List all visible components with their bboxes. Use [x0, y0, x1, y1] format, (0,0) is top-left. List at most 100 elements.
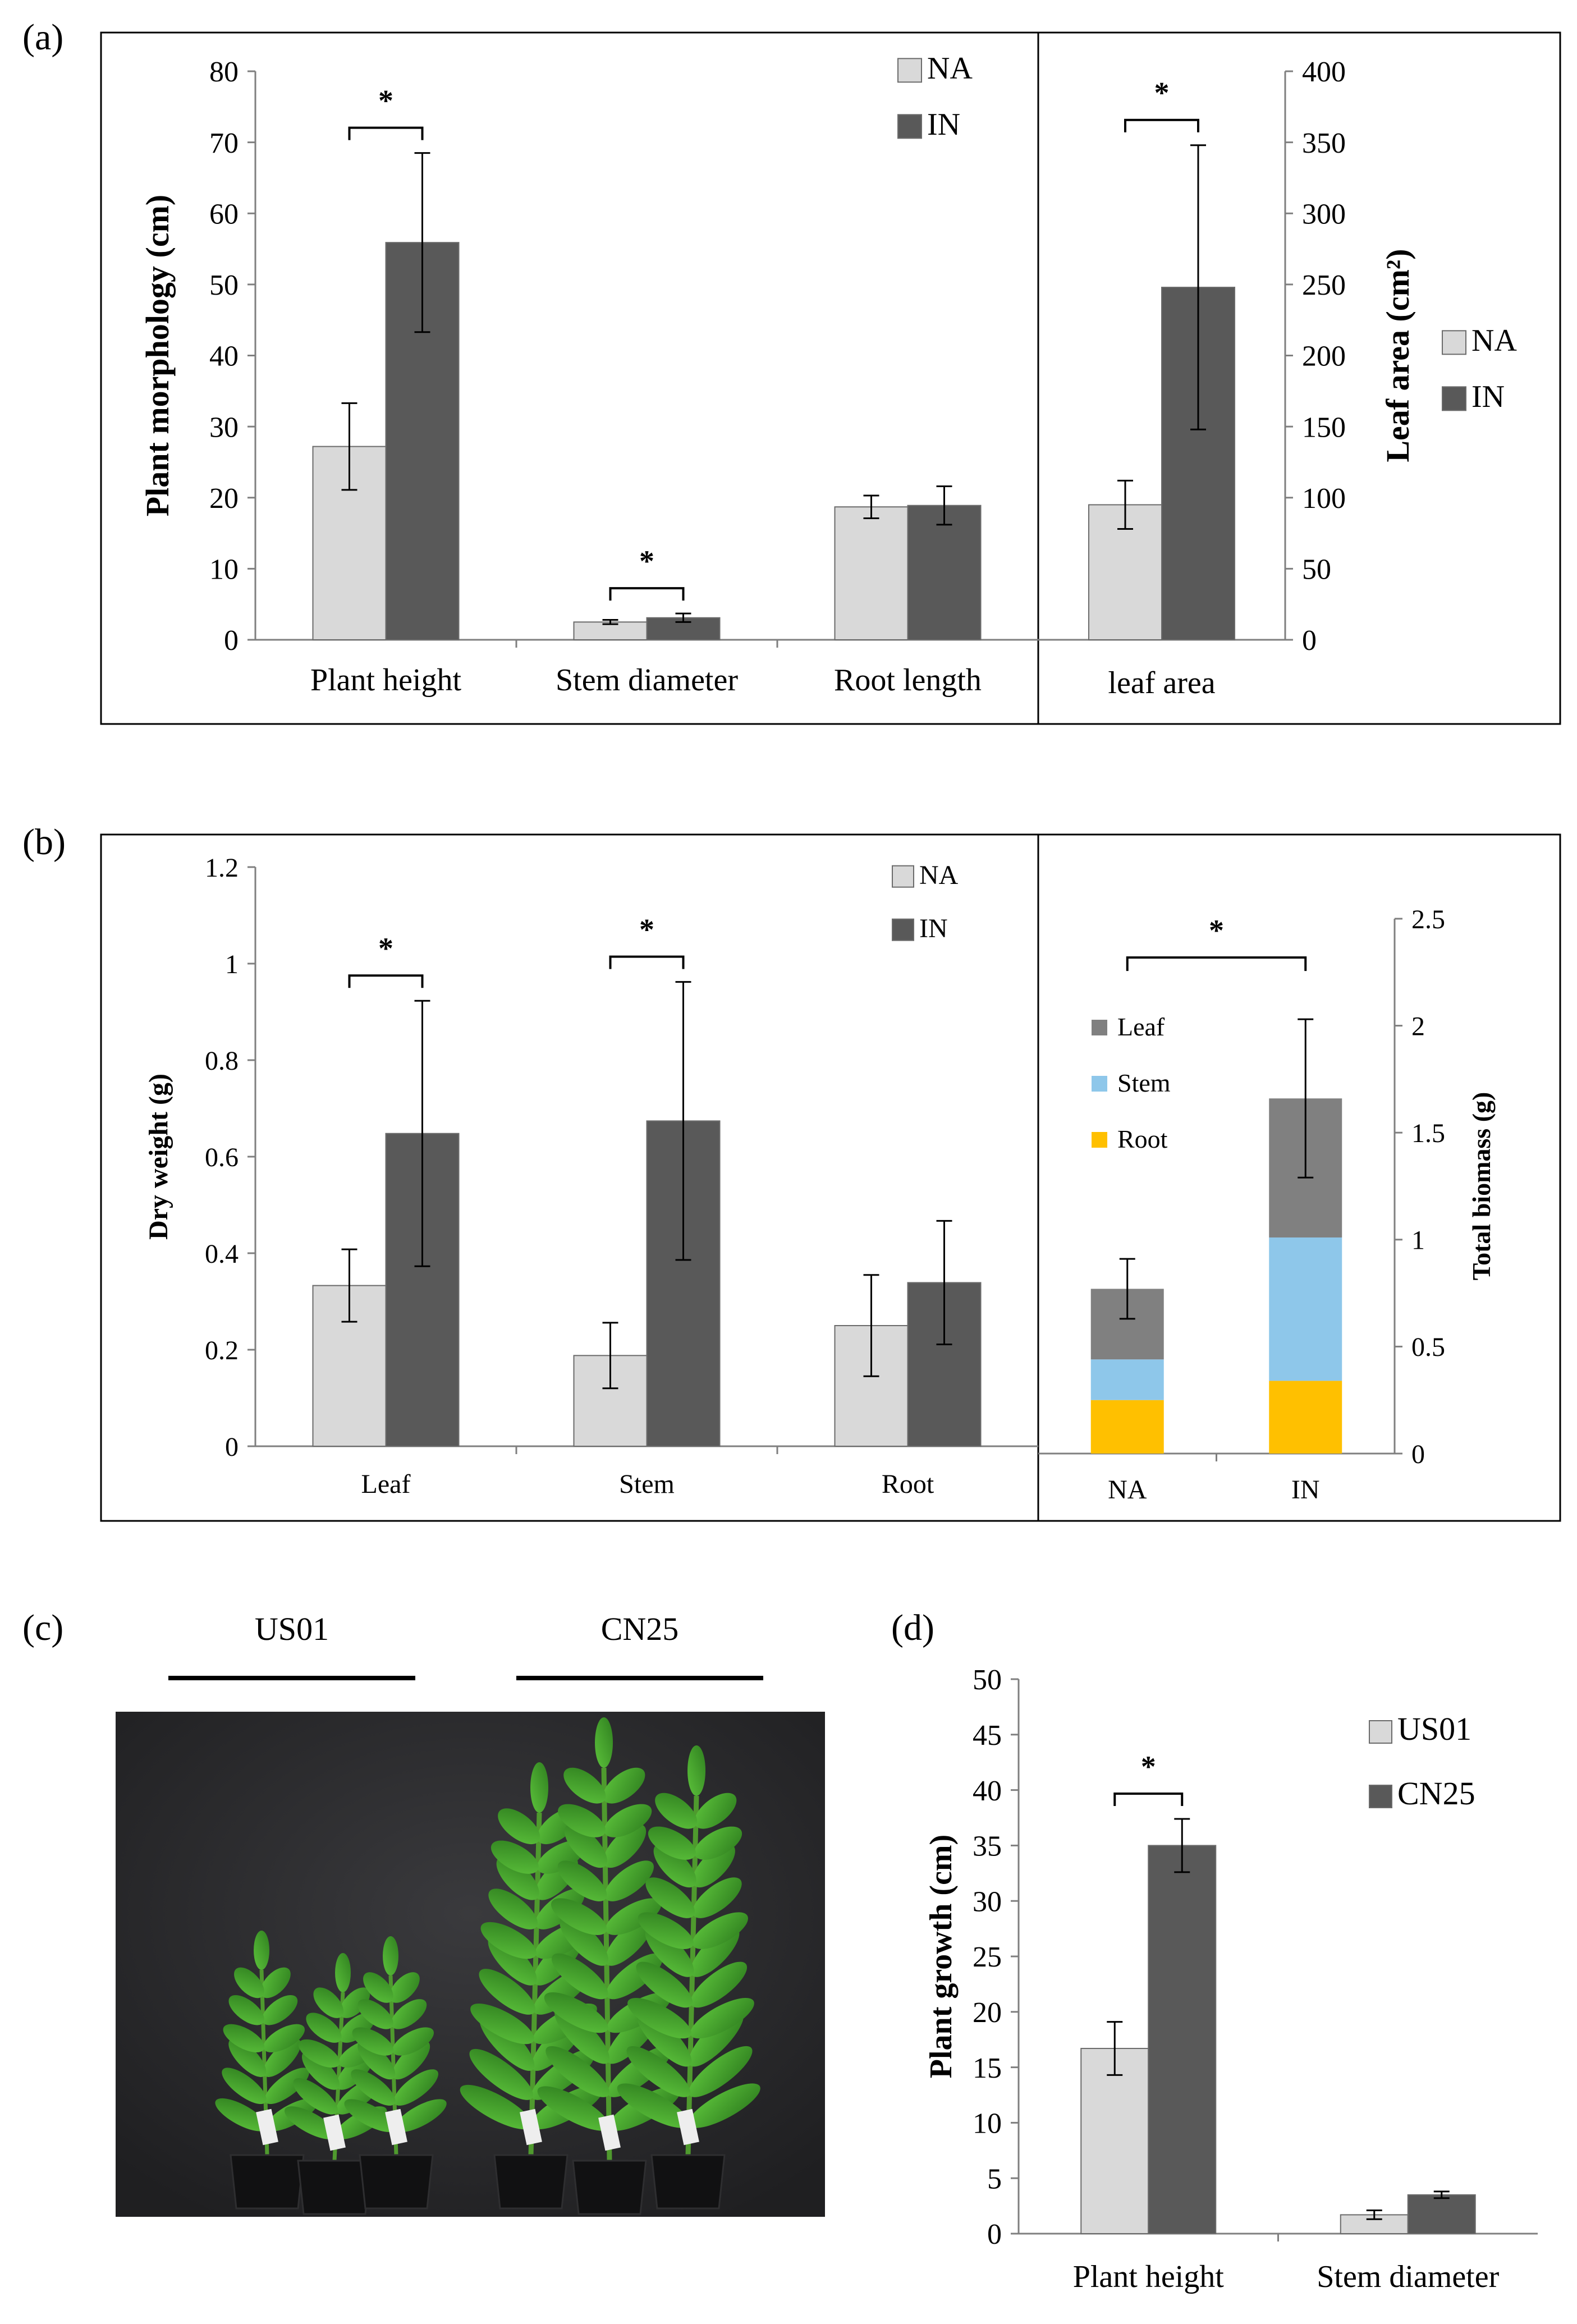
- y-tick-label: 15: [973, 2052, 1002, 2084]
- y-tick-label: 200: [1302, 341, 1346, 373]
- plant-pot: [230, 2154, 305, 2210]
- plant-tag: [598, 2114, 621, 2151]
- leaf-shape: [563, 1767, 606, 1804]
- x-tick-label-stem: Stem: [619, 1469, 675, 1499]
- legend-swatch-stem: [1092, 1076, 1107, 1092]
- leaf-shape: [692, 1912, 748, 1949]
- legend-swatch-us01: [1369, 1720, 1392, 1744]
- leaf-shape: [564, 1824, 607, 1868]
- chart-plant-growth: 0 5 10 15 20 25 30 35 40 45 50 Plant growth (cm) Pla…: [924, 1664, 1538, 2294]
- significance-bracket: [1113, 1792, 1184, 1806]
- y-tick-label: 300: [1302, 198, 1346, 230]
- leaf-shape: [617, 2083, 690, 2128]
- leaf-shape: [694, 1826, 742, 1860]
- photo-group-label-cn25: CN25: [601, 1611, 679, 1647]
- leaf-shape: [655, 1793, 698, 1829]
- legend-label-us01: US01: [1397, 1711, 1471, 1747]
- leaf-shape: [470, 2003, 534, 2045]
- plant-tag: [323, 2114, 346, 2151]
- leaf-shape: [293, 2078, 338, 2115]
- legend-swatch-leaf: [1092, 1020, 1107, 1035]
- y-tick-label: 60: [209, 198, 239, 230]
- leaf-shape: [551, 1898, 607, 1935]
- y-tick-label: 70: [209, 127, 239, 159]
- stack-segment-stem-na: [1090, 1359, 1164, 1400]
- plants: [215, 1717, 760, 2215]
- leaf-shape: [264, 2068, 309, 2105]
- bar-na-root-length: [834, 506, 909, 640]
- leaf-shape: [298, 2039, 340, 2068]
- x-tick-label-stem-diameter: Stem diameter: [556, 663, 738, 698]
- leaf-shape: [545, 2046, 609, 2097]
- leaf-shape: [690, 1997, 754, 2039]
- significance-star: *: [378, 932, 393, 965]
- leaf-shape: [626, 2046, 691, 2097]
- y-tick-label: 5: [987, 2163, 1002, 2195]
- stack-segment-root-in: [1269, 1381, 1342, 1454]
- y-tick-label: 350: [1302, 127, 1346, 159]
- frame-panel-a: [100, 31, 1561, 725]
- leaf-shape: [391, 1999, 427, 2029]
- leaf-shape: [260, 1967, 291, 1998]
- leaf-shape: [558, 1804, 606, 1837]
- leaf-shape: [552, 1953, 608, 2000]
- significance-bracket: [348, 974, 424, 988]
- y-tick-label: 0: [987, 2218, 1002, 2250]
- y-tick-label: 1: [225, 950, 239, 979]
- y-tick-label: 40: [209, 341, 239, 373]
- x-tick-label-root-length: Root length: [834, 663, 982, 698]
- leaf-shape: [363, 1972, 393, 2003]
- leaf-shape: [496, 1857, 539, 1900]
- y-tick-label: 400: [1302, 56, 1346, 88]
- legend-swatch-in: [897, 114, 922, 139]
- leaf-shape: [544, 1992, 608, 2033]
- leaf-shape: [392, 2041, 430, 2080]
- y-tick-label: 0: [224, 625, 239, 657]
- leaf-shape: [263, 2038, 301, 2077]
- leaf-shape: [284, 2106, 336, 2139]
- x-tick-label-plant-height: Plant height: [310, 663, 462, 698]
- leaf-shape: [636, 1961, 693, 2008]
- leaf-shape: [222, 2068, 267, 2105]
- potted-plant: [617, 1745, 760, 2210]
- leaf-shape: [383, 1936, 399, 1975]
- leaf-shape: [490, 1840, 539, 1874]
- bar-in-stem-diameter: [646, 617, 721, 640]
- leaf-shape: [228, 1995, 264, 2025]
- panel-label-c: (c): [22, 1607, 63, 1648]
- potted-plant: [344, 1936, 447, 2210]
- legend-swatch-root: [1092, 1132, 1107, 1148]
- leaf-shape: [389, 1972, 420, 2003]
- x-tick-label-na: NA: [1108, 1475, 1147, 1505]
- y-tick-label: 1: [1411, 1226, 1425, 1255]
- leaf-shape: [627, 1997, 691, 2039]
- leaf-shape: [215, 2098, 267, 2132]
- panel-label-a: (a): [22, 17, 63, 58]
- y-tick-label: 0.4: [205, 1239, 239, 1269]
- leaf-shape: [357, 2041, 396, 2080]
- significance-bracket: [609, 955, 685, 969]
- chart-leaf-area: 0 50 100 150 200 250 300 350 400 Leaf area (cm²) l…: [1038, 56, 1517, 700]
- leaf-shape: [498, 1808, 540, 1845]
- leaf-shape: [688, 2083, 760, 2128]
- y-tick-label: 20: [209, 483, 239, 515]
- leaf-shape: [335, 1953, 351, 1992]
- leaf-shape: [460, 2084, 533, 2130]
- y-tick-label: 25: [973, 1941, 1002, 1973]
- y-axis-label: Leaf area (cm²): [1379, 249, 1416, 462]
- legend-swatch-na: [1442, 330, 1466, 355]
- y-axis-label: Total biomass (g): [1467, 1092, 1496, 1281]
- panel-label-b: (b): [22, 822, 66, 863]
- bar-cn25-plant-height: [1148, 1845, 1217, 2234]
- plant-tag: [520, 2108, 542, 2146]
- chart-plant-morphology: 0 10 20 30 40 50 60 70 80 Plant morphology (cm) Pl…: [139, 51, 1038, 698]
- leaf-shape: [605, 1915, 654, 1966]
- photo-group-label-us01: US01: [255, 1611, 329, 1647]
- leaf-shape: [352, 2027, 394, 2056]
- leaf-shape: [469, 2048, 534, 2100]
- significance-bracket: [609, 587, 685, 601]
- significance-star: *: [1209, 914, 1224, 947]
- significance-bracket: [348, 126, 424, 140]
- y-tick-label: 100: [1302, 483, 1346, 515]
- legend-swatch-in: [1442, 386, 1466, 411]
